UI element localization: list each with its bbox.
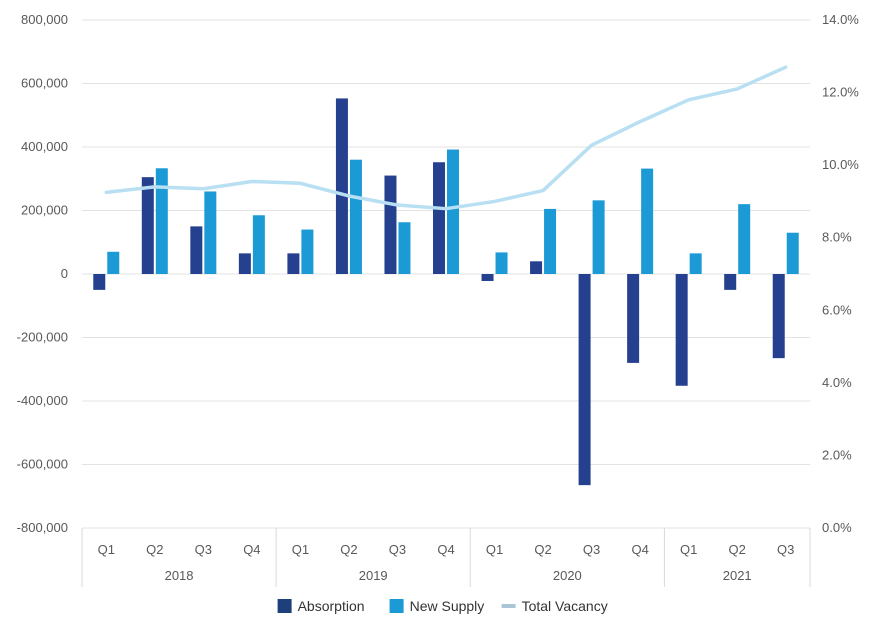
new-supply-bar	[786, 232, 799, 274]
new-supply-bar	[544, 208, 557, 274]
legend-label: New Supply	[410, 598, 485, 614]
quarter-label: Q1	[680, 542, 697, 557]
new-supply-bar	[641, 168, 654, 274]
absorption-bar	[238, 253, 251, 274]
quarter-label: Q4	[631, 542, 648, 557]
right-tick-label: 2.0%	[822, 447, 852, 462]
left-tick-label: 400,000	[21, 139, 68, 154]
right-axis-ticks: 14.0% 12.0% 10.0% 8.0% 6.0% 4.0% 2.0% 0.0%	[822, 12, 859, 535]
new-supply-bar	[447, 149, 459, 274]
absorption-bar	[578, 274, 591, 486]
year-label: 2019	[359, 568, 388, 583]
left-tick-label: 0	[61, 266, 68, 281]
new-supply-bar	[204, 191, 217, 274]
legend-swatch-absorption	[277, 599, 292, 613]
new-supply-bar	[301, 229, 314, 274]
left-tick-label: -800,000	[17, 520, 68, 535]
quarter-label: Q3	[777, 542, 794, 557]
absorption-bar	[287, 253, 300, 274]
quarter-label: Q3	[583, 542, 600, 557]
new-supply-bar	[349, 159, 362, 274]
left-tick-label: 800,000	[21, 12, 68, 27]
right-tick-label: 10.0%	[822, 157, 859, 172]
new-supply-bar	[107, 251, 120, 274]
right-tick-label: 6.0%	[822, 302, 852, 317]
total-vacancy-line	[104, 65, 788, 211]
new-supply-bar	[592, 200, 605, 274]
new-supply-bar	[738, 204, 751, 274]
right-tick-label: 4.0%	[822, 375, 852, 390]
right-tick-label: 12.0%	[822, 85, 859, 100]
absorption-bar	[530, 261, 543, 274]
year-label: 2020	[553, 568, 582, 583]
bars	[93, 98, 799, 486]
absorption-bar	[93, 274, 106, 290]
legend-label: Absorption	[298, 598, 365, 614]
absorption-bar	[190, 226, 203, 274]
left-tick-label: 600,000	[21, 76, 68, 91]
quarter-label: Q2	[534, 542, 551, 557]
absorption-bar	[433, 162, 445, 274]
left-tick-label: -400,000	[17, 393, 68, 408]
quarter-label: Q2	[729, 542, 746, 557]
right-tick-label: 8.0%	[822, 230, 852, 245]
year-label: 2021	[723, 568, 752, 583]
absorption-bar	[675, 274, 688, 386]
left-axis-ticks: 800,000 600,000 400,000 200,000 0 -200,000 -40…	[17, 12, 68, 535]
quarter-label: Q1	[292, 542, 309, 557]
absorption-bar	[772, 274, 785, 359]
quarter-label: Q3	[195, 542, 212, 557]
new-supply-bar	[155, 168, 168, 274]
absorption-bar	[335, 98, 348, 274]
left-tick-label: -600,000	[17, 457, 68, 472]
legend-swatch-new-supply	[389, 599, 404, 613]
absorption-bar	[481, 274, 494, 281]
absorption-bar	[627, 274, 640, 363]
quarter-label: Q2	[146, 542, 163, 557]
new-supply-bar	[689, 253, 702, 274]
absorption-bar	[141, 177, 154, 274]
new-supply-bar	[398, 222, 411, 274]
year-label: 2018	[165, 568, 194, 583]
quarter-label: Q3	[389, 542, 406, 557]
vacancy-line-group	[104, 65, 788, 211]
quarter-label: Q4	[243, 542, 260, 557]
quarter-label: Q2	[340, 542, 357, 557]
left-tick-label: -200,000	[17, 330, 68, 345]
absorption-bar	[384, 175, 397, 274]
right-tick-label: 0.0%	[822, 520, 852, 535]
legend-label: Total Vacancy	[522, 598, 608, 614]
legend: Absorption New Supply Total Vacancy	[277, 598, 608, 614]
left-tick-label: 200,000	[21, 203, 68, 218]
gridlines	[82, 19, 810, 529]
right-tick-label: 14.0%	[822, 12, 859, 27]
quarter-label: Q4	[437, 542, 454, 557]
new-supply-bar	[495, 252, 508, 274]
quarter-label: Q1	[98, 542, 115, 557]
new-supply-bar	[252, 215, 265, 274]
quarter-label: Q1	[486, 542, 503, 557]
absorption-bar	[724, 274, 737, 290]
